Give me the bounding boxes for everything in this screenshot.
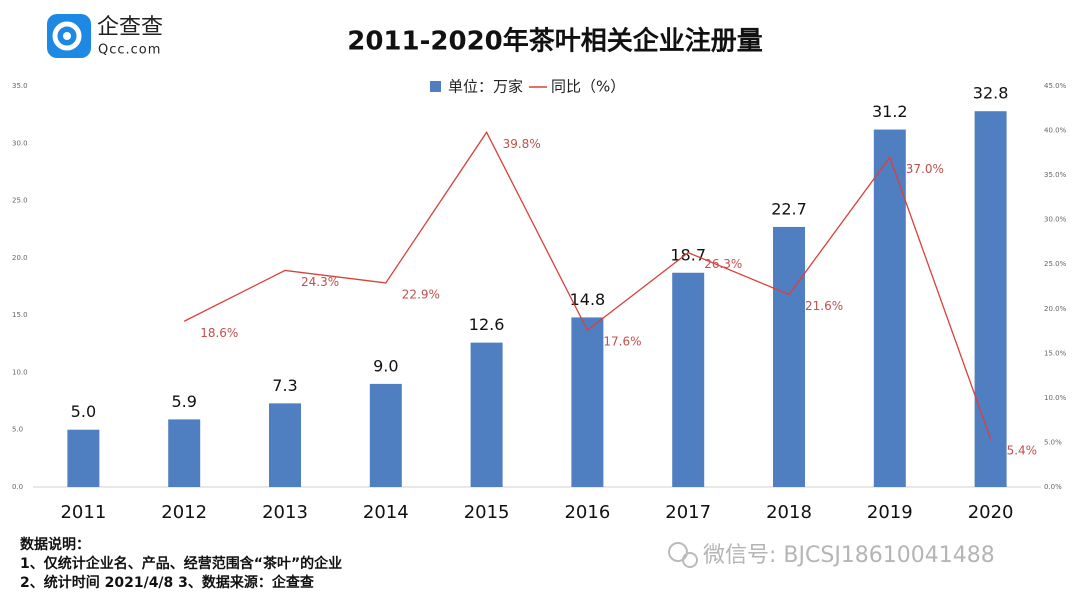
y-tick-label: 10.0 <box>12 368 28 376</box>
watermark-icon <box>668 542 688 562</box>
y2-tick-label: 25.0% <box>1044 260 1067 268</box>
x-tick-label: 2019 <box>867 502 913 523</box>
y2-tick-label: 35.0% <box>1044 171 1067 179</box>
bar-value-label: 32.8 <box>973 84 1009 103</box>
bar-value-label: 31.2 <box>872 102 908 121</box>
bar-value-label: 9.0 <box>373 356 398 375</box>
bar-value-label: 7.3 <box>272 376 297 395</box>
y-tick-label: 35.0 <box>12 82 28 90</box>
line-value-label: 24.3% <box>301 275 339 289</box>
line-value-label: 22.9% <box>402 287 440 301</box>
x-tick-label: 2016 <box>564 502 610 523</box>
watermark: 微信号: BJCSJ18610041488 <box>668 542 995 568</box>
bar-value-label: 5.9 <box>171 392 196 411</box>
y2-tick-label: 40.0% <box>1044 127 1067 135</box>
bar <box>168 419 201 487</box>
bar <box>269 403 301 487</box>
bar-value-label: 5.0 <box>71 402 96 421</box>
logo-icon-dot <box>63 32 71 40</box>
x-tick-label: 2014 <box>363 502 409 523</box>
y-tick-label: 0.0 <box>12 483 23 491</box>
logo-name: 企查查 <box>97 15 163 40</box>
line-value-label: 17.6% <box>603 335 641 349</box>
bar <box>672 272 705 487</box>
bar-value-label: 14.8 <box>570 290 606 309</box>
x-tick-label: 2020 <box>968 502 1014 523</box>
logo: 企查查 Qcc.com <box>47 14 163 58</box>
watermark-text: 微信号: BJCSJ18610041488 <box>703 543 995 568</box>
x-tick-label: 2013 <box>262 502 308 523</box>
chart-title: 2011-2020年茶叶相关企业注册量 <box>347 26 763 57</box>
y2-tick-label: 10.0% <box>1044 394 1067 402</box>
y2-tick-label: 15.0% <box>1044 349 1067 357</box>
watermark-icon <box>682 552 698 568</box>
x-tick-label: 2011 <box>60 502 106 523</box>
y2-tick-label: 45.0% <box>1044 82 1067 90</box>
line <box>183 131 992 440</box>
line-value-label: 39.8% <box>503 137 541 151</box>
x-tick-label: 2017 <box>665 502 711 523</box>
bar <box>369 383 402 487</box>
bar-value-label: 18.7 <box>670 245 706 264</box>
y2-tick-label: 20.0% <box>1044 305 1067 313</box>
bar <box>470 342 503 487</box>
note: 2、统计时间 2021/4/8 3、数据来源：企查查 <box>20 574 315 591</box>
legend-label: 同比（%） <box>551 78 625 96</box>
logo-domain: Qcc.com <box>98 43 161 58</box>
y-tick-label: 30.0 <box>12 139 28 147</box>
line-value-label: 21.6% <box>805 299 843 313</box>
y-tick-label: 15.0 <box>12 311 28 319</box>
y-tick-label: 25.0 <box>12 197 28 205</box>
note: 数据说明： <box>20 536 90 553</box>
bar <box>67 429 100 487</box>
y2-tick-label: 5.0% <box>1044 438 1062 446</box>
legend-label: 单位：万家 <box>448 78 523 96</box>
bar-value-label: 22.7 <box>771 199 807 218</box>
bar <box>773 226 805 487</box>
line-value-label: 5.4% <box>1007 443 1038 457</box>
legend-swatch <box>430 81 441 92</box>
line-value-label: 26.3% <box>704 257 742 271</box>
y-tick-label: 20.0 <box>12 254 28 262</box>
x-tick-label: 2012 <box>161 502 207 523</box>
line-value-label: 37.0% <box>906 162 944 176</box>
x-tick-label: 2018 <box>766 502 812 523</box>
x-tick-label: 2015 <box>464 502 510 523</box>
logo-icon-ring <box>52 21 82 51</box>
bar-value-label: 12.6 <box>469 315 505 334</box>
bar <box>571 317 604 487</box>
y-tick-label: 5.0 <box>12 426 23 434</box>
note: 1、仅统计企业名、产品、经营范围含“茶叶”的企业 <box>20 555 342 572</box>
y2-tick-label: 30.0% <box>1044 216 1067 224</box>
bar <box>974 111 1007 487</box>
y2-tick-label: 0.0% <box>1044 483 1062 491</box>
bar <box>873 129 906 487</box>
line-value-label: 18.6% <box>200 326 238 340</box>
